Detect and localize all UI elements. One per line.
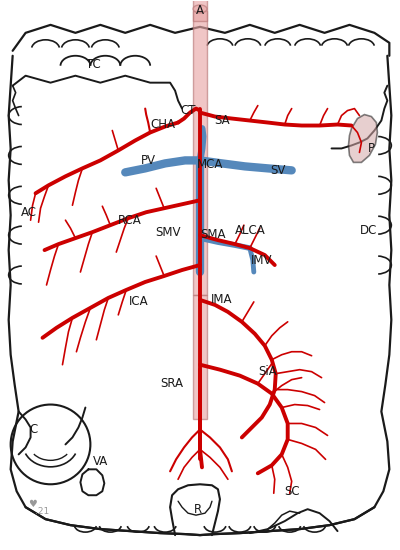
- Text: SMA: SMA: [200, 228, 226, 241]
- Text: MCA: MCA: [197, 158, 223, 171]
- Text: SRA: SRA: [160, 377, 184, 390]
- Polygon shape: [348, 114, 377, 162]
- Text: R: R: [194, 503, 202, 516]
- Text: DC: DC: [360, 224, 377, 236]
- Text: VA: VA: [93, 455, 108, 468]
- Text: IMV: IMV: [251, 254, 272, 267]
- Text: AC: AC: [20, 206, 36, 219]
- Bar: [193, 0, 207, 21]
- Ellipse shape: [193, 5, 207, 13]
- Text: CT: CT: [180, 104, 196, 117]
- Text: .21: .21: [36, 507, 50, 516]
- Text: CHA: CHA: [151, 118, 176, 131]
- Text: ICA: ICA: [128, 295, 148, 309]
- Text: PV: PV: [141, 154, 156, 167]
- Text: P: P: [368, 142, 375, 155]
- Text: TC: TC: [86, 58, 101, 72]
- Text: SV: SV: [270, 164, 286, 177]
- Text: RCA: RCA: [118, 214, 142, 227]
- Text: SA: SA: [214, 114, 230, 127]
- Text: ALCA: ALCA: [234, 224, 265, 236]
- Text: SMV: SMV: [155, 226, 181, 239]
- Text: A: A: [196, 4, 204, 18]
- Text: C: C: [30, 423, 38, 436]
- Text: ♥: ♥: [28, 499, 37, 509]
- Bar: [193, 295, 207, 420]
- Text: SiA: SiA: [258, 365, 277, 378]
- Bar: [193, 11, 207, 295]
- Text: SC: SC: [284, 485, 300, 498]
- Text: IMA: IMA: [211, 293, 233, 306]
